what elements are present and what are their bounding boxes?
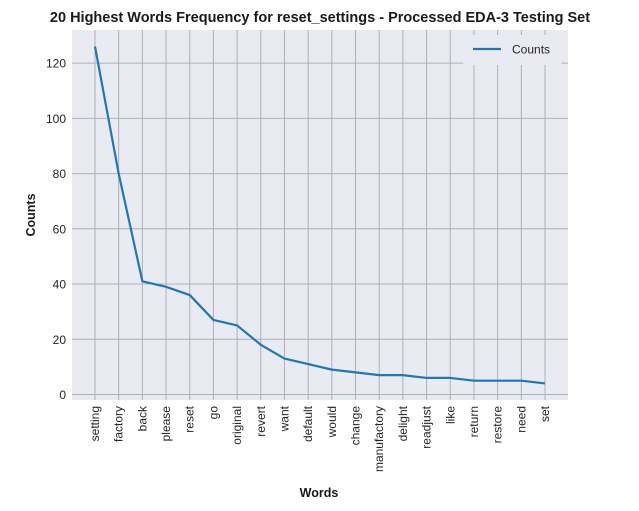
x-tick-label: please	[159, 406, 173, 442]
x-tick-label: default	[301, 405, 315, 442]
x-tick-label: readjust	[420, 405, 434, 448]
y-axis-ticks: 0 20 40 60 80 100 120	[46, 57, 66, 402]
grid-lines	[72, 30, 568, 400]
x-tick-label: restore	[491, 406, 505, 444]
series-line-counts	[93, 46, 546, 385]
x-tick-label: original	[230, 406, 244, 445]
y-tick-label: 40	[53, 278, 67, 292]
y-tick-label: 20	[53, 333, 67, 347]
x-tick-label: want	[277, 405, 291, 432]
legend-box	[463, 35, 562, 65]
x-tick-label: manufactory	[372, 406, 386, 472]
x-tick-label: reset	[183, 405, 197, 432]
x-tick-label: return	[467, 406, 481, 437]
x-tick-label: like	[443, 406, 457, 424]
x-tick-label: factory	[112, 406, 126, 442]
x-axis-ticks: setting factory back please reset go original r…	[88, 405, 552, 472]
plot-area	[72, 30, 568, 400]
x-tick-label: setting	[88, 406, 102, 441]
x-tick-label: back	[135, 405, 149, 431]
y-tick-label: 0	[59, 388, 66, 402]
x-tick-label: go	[206, 406, 220, 420]
chart-title: 20 Highest Words Frequency for reset_set…	[50, 10, 590, 26]
y-tick-label: 80	[53, 167, 67, 181]
legend-entry-counts: Counts	[512, 43, 550, 57]
x-tick-label: need	[514, 406, 528, 433]
x-tick-label: delight	[396, 405, 410, 441]
x-tick-label: change	[349, 406, 363, 446]
y-axis-label: Counts	[24, 193, 38, 236]
x-tick-label: set	[538, 405, 552, 422]
x-tick-label: would	[325, 406, 339, 438]
y-tick-label: 100	[46, 112, 66, 126]
legend: Counts	[463, 35, 562, 65]
x-tick-label: revert	[254, 405, 268, 436]
y-tick-label: 60	[53, 222, 67, 236]
x-axis-label: Words	[300, 486, 339, 500]
y-tick-label: 120	[46, 57, 66, 71]
